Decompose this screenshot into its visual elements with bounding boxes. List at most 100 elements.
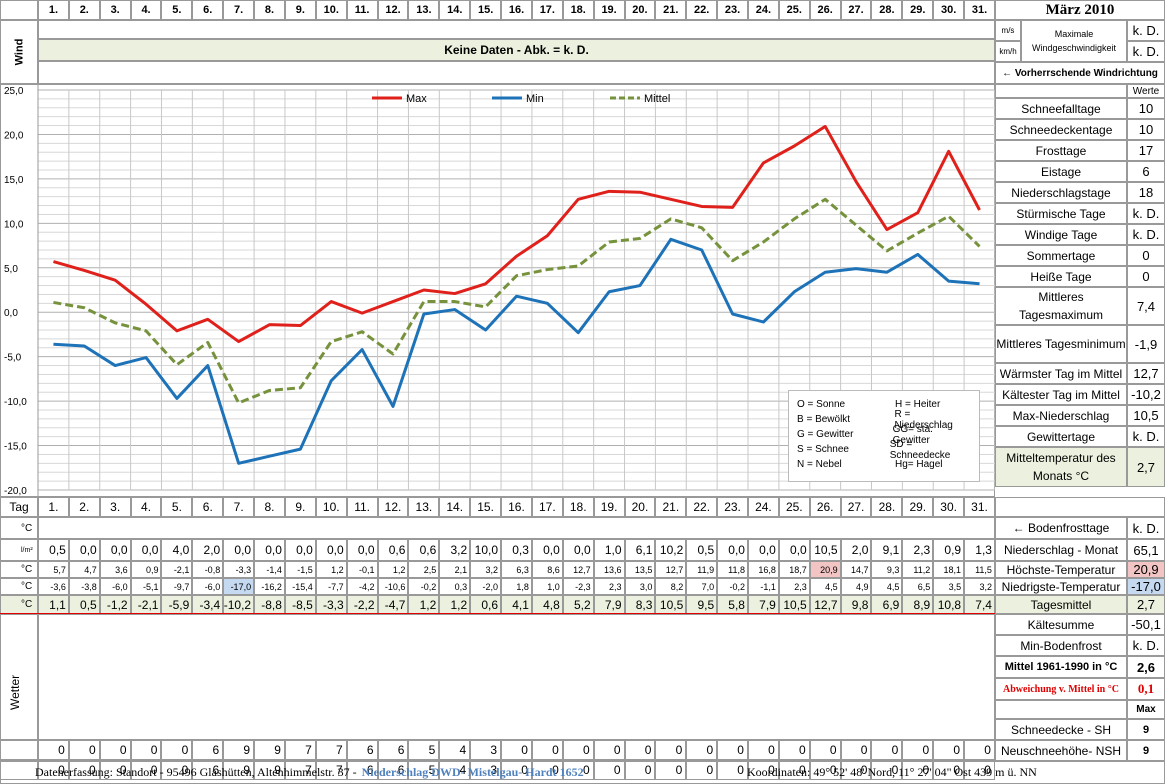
mean-cell: 10,5	[655, 595, 687, 614]
stat-value: k. D.	[1127, 224, 1165, 245]
precip-cell: 0,6	[377, 539, 409, 561]
min-cell: 6,5	[902, 578, 934, 595]
legend-entry: GG= sta. Gewitter	[892, 423, 933, 446]
min-cell: -5,1	[130, 578, 162, 595]
max-cell: 13,5	[624, 561, 656, 578]
wind-max-ms: k. D.	[1127, 20, 1165, 41]
right-table-value: -50,1	[1127, 614, 1165, 635]
bottom-spacer	[995, 497, 1165, 517]
right-table-label	[995, 700, 1127, 719]
y-tick-label: 0,0	[4, 308, 18, 319]
precip-cell: 0,3	[501, 539, 532, 561]
max-cell: 3,2	[470, 561, 502, 578]
max-cell: 6,3	[501, 561, 532, 578]
wind-max-kmh: k. D.	[1127, 41, 1165, 62]
max-cell: 0,9	[130, 561, 162, 578]
legend-entry: O = Sonne	[797, 399, 846, 410]
snow_depth-cell: 0	[840, 740, 872, 760]
mean-cell: 7,9	[593, 595, 625, 614]
snow_depth-cell: 0	[562, 740, 594, 760]
stat-label: Schneefalltage	[995, 98, 1127, 119]
max-cell: 9,3	[871, 561, 903, 578]
min-cell: -6,0	[192, 578, 224, 595]
min-cell: -0,2	[408, 578, 440, 595]
footer-location: Datenerfassung: Standort - 95496 Glashüt…	[35, 765, 357, 779]
day-header: 14.	[439, 497, 471, 517]
series-line-min	[53, 237, 980, 465]
snow_depth-cell: 0	[655, 740, 687, 760]
stat-label: Kältester Tag im Mittel	[995, 384, 1127, 405]
y-tick-label: -5,0	[4, 353, 22, 364]
max-cell: 11,9	[686, 561, 718, 578]
right-table-value: 9	[1127, 719, 1165, 740]
right-table-value: 2,6	[1127, 656, 1165, 678]
day-header: 23.	[717, 0, 748, 20]
mean-cell: -4,7	[377, 595, 409, 614]
precip-cell: 0,0	[223, 539, 255, 561]
day-header: 17.	[531, 497, 563, 517]
day-header: 2.	[68, 0, 100, 20]
day-header: 30.	[933, 0, 965, 20]
unit-label: °C	[0, 578, 38, 595]
day-header: 6.	[192, 497, 224, 517]
snow_depth-cell: 0	[717, 740, 748, 760]
stat-value: 10,5	[1127, 405, 1165, 426]
max-cell: 2,5	[408, 561, 440, 578]
right-table-label: Kältesumme	[995, 614, 1127, 635]
min-cell: -15,4	[284, 578, 316, 595]
new_snow-cell: 0	[130, 760, 162, 780]
stat-value: 0	[1127, 245, 1165, 266]
series-line-mittel	[53, 197, 981, 405]
stat-value: 12,7	[1127, 363, 1165, 384]
right-table-value: k. D.	[1127, 635, 1165, 656]
legend-entry: G = Gewitter	[797, 429, 854, 440]
precip-cell: 0,0	[68, 539, 100, 561]
day-header: 15.	[470, 497, 502, 517]
legend-label: Min	[526, 93, 544, 105]
min-cell: 4,5	[809, 578, 841, 595]
right-table-label: Niedrigste-Temperatur	[995, 578, 1127, 595]
stat-value: 10	[1127, 98, 1165, 119]
wind-empty-row	[38, 20, 995, 39]
precip-cell: 2,0	[192, 539, 224, 561]
new_snow-cell: 5	[408, 760, 440, 780]
day-header: 18.	[562, 497, 594, 517]
legend-entry: N = Nebel	[797, 459, 842, 470]
right-table-label: Abweichung v. Mittel in °C	[995, 678, 1127, 700]
precip-cell: 0,5	[38, 539, 69, 561]
new_snow-cell: 7	[284, 760, 316, 780]
precip-cell: 1,0	[593, 539, 625, 561]
day-header: 12.	[377, 497, 409, 517]
weather-area	[38, 614, 995, 740]
legend-row: S = Schnee SD = Schneedecke	[797, 439, 971, 461]
max-cell: 12,7	[562, 561, 594, 578]
stat-value: 17	[1127, 140, 1165, 161]
wind-unit-kmh: km/h	[995, 41, 1021, 62]
day-header: 1.	[38, 0, 69, 20]
day-header: 3.	[99, 497, 131, 517]
max-cell: 12,7	[655, 561, 687, 578]
stat-value: 2,7	[1127, 447, 1165, 487]
min-cell: -9,7	[161, 578, 193, 595]
precip-cell: 1,3	[964, 539, 995, 561]
stat-label: Windige Tage	[995, 224, 1127, 245]
max-cell: 18,1	[933, 561, 965, 578]
precip-cell: 6,1	[624, 539, 656, 561]
day-header: 19.	[593, 0, 625, 20]
new_snow-cell: 9	[254, 760, 285, 780]
max-cell: -2,1	[161, 561, 193, 578]
precip-cell: 0,0	[254, 539, 285, 561]
max-cell: 8,6	[531, 561, 563, 578]
right-table-value: 0,1	[1127, 678, 1165, 700]
day-header: 22.	[686, 497, 718, 517]
snow_depth-cell: 0	[871, 740, 903, 760]
snow_depth-cell: 0	[624, 740, 656, 760]
new_snow-cell: 0	[38, 760, 69, 780]
snow_depth-cell: 0	[964, 740, 995, 760]
max-cell: 11,5	[964, 561, 995, 578]
unit-label: l/m²	[0, 539, 38, 561]
snow_depth-cell: 0	[593, 740, 625, 760]
day-header: 9.	[284, 497, 316, 517]
y-tick-label: 10,0	[4, 219, 24, 230]
right-table-label: Höchste-Temperatur	[995, 561, 1127, 578]
